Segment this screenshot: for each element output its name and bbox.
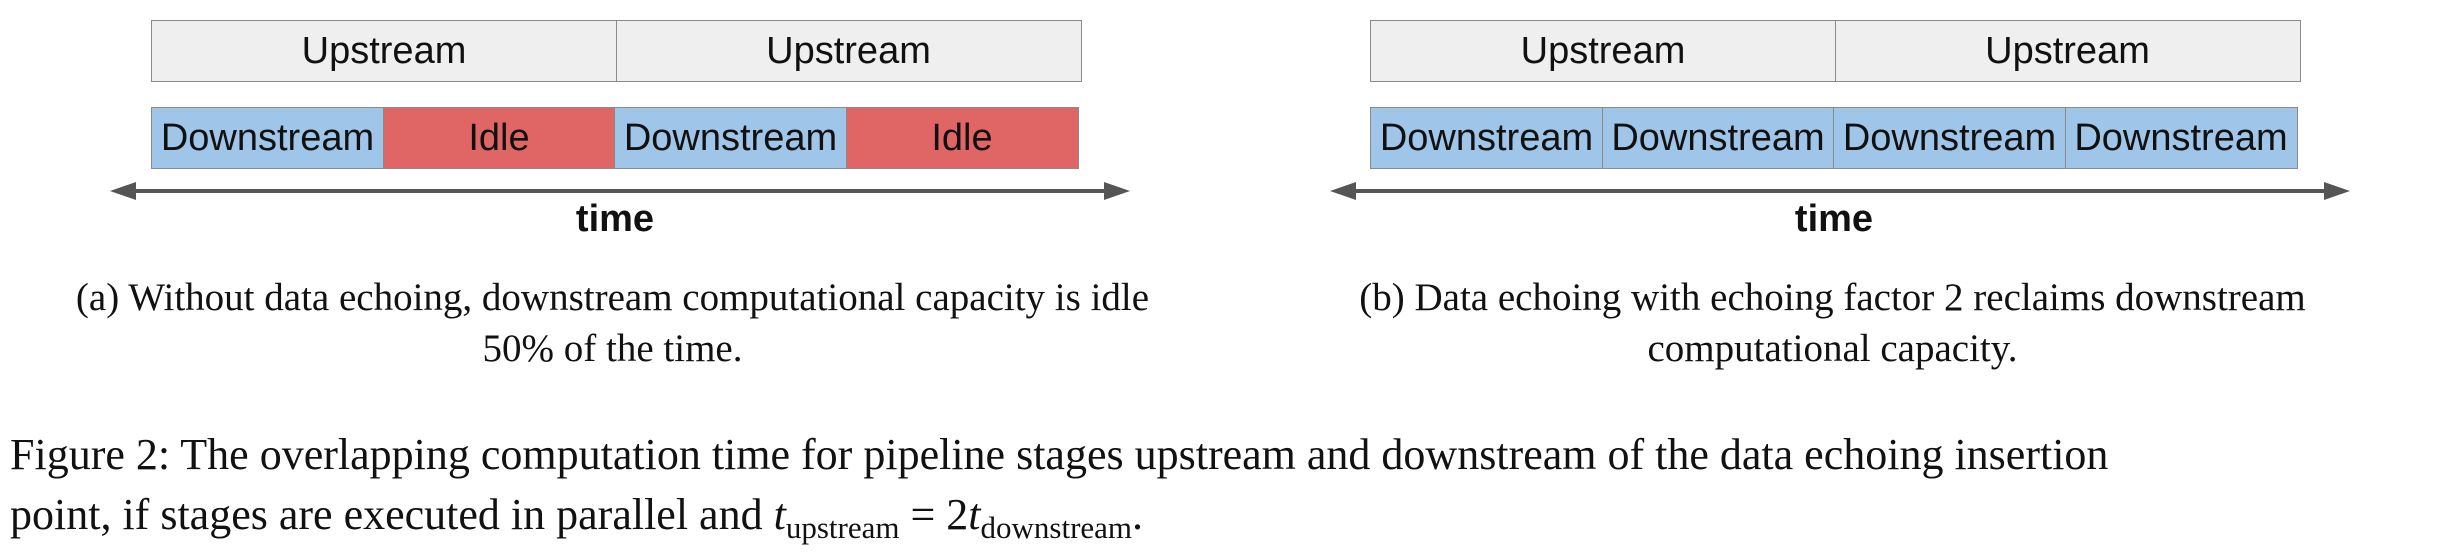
equals-two: = 2 [899, 490, 969, 539]
subfigure-b-caption: (b) Data echoing with echoing factor 2 r… [1220, 272, 2445, 374]
time-axis-label: time [1794, 198, 1874, 240]
caption-period: . [1132, 490, 1144, 539]
caption-line: (b) Data echoing with echoing factor 2 r… [1359, 276, 2306, 319]
upstream-block: Upstream [1370, 20, 1836, 82]
caption-line: (a) Without data echoing, downstream com… [75, 276, 1150, 319]
time-axis-label: time [575, 198, 655, 240]
subfigure-a-caption: (a) Without data echoing, downstream com… [0, 272, 1225, 374]
figure-caption: Figure 2: The overlapping computation ti… [10, 425, 2440, 558]
downstream-block: Downstream [151, 107, 384, 169]
subfigure-b: Upstream Upstream Downstream Downstream … [1220, 0, 2445, 390]
idle-block: Idle [382, 107, 616, 169]
upstream-block: Upstream [1834, 20, 2301, 82]
time-axis-arrow [110, 182, 1130, 200]
downstream-block: Downstream [2064, 107, 2298, 169]
t-symbol: t [773, 490, 786, 539]
caption-text: point, if stages are executed in paralle… [10, 490, 774, 539]
t-symbol: t [968, 490, 981, 539]
downstream-row: Downstream Downstream Downstream Downstr… [1370, 107, 2298, 169]
caption-line: computational capacity. [1647, 327, 2018, 370]
idle-block: Idle [845, 107, 1079, 169]
subscript-upstream: upstream [785, 510, 900, 545]
downstream-row: Downstream Idle Downstream Idle [151, 107, 1079, 169]
subfigure-a: Upstream Upstream Downstream Idle Downst… [0, 0, 1225, 390]
downstream-block: Downstream [614, 107, 847, 169]
upstream-row: Upstream Upstream [1370, 20, 2301, 82]
downstream-block: Downstream [1833, 107, 2066, 169]
figure-caption-line1: Figure 2: The overlapping computation ti… [10, 430, 2109, 479]
downstream-block: Downstream [1370, 107, 1603, 169]
caption-line: 50% of the time. [482, 327, 743, 370]
upstream-block: Upstream [151, 20, 617, 82]
subscript-downstream: downstream [980, 510, 1133, 545]
figure-caption-line2: point, if stages are executed in paralle… [10, 485, 2440, 558]
downstream-block: Downstream [1601, 107, 1835, 169]
upstream-row: Upstream Upstream [151, 20, 1082, 82]
upstream-block: Upstream [615, 20, 1082, 82]
time-axis-arrow [1330, 182, 2350, 200]
